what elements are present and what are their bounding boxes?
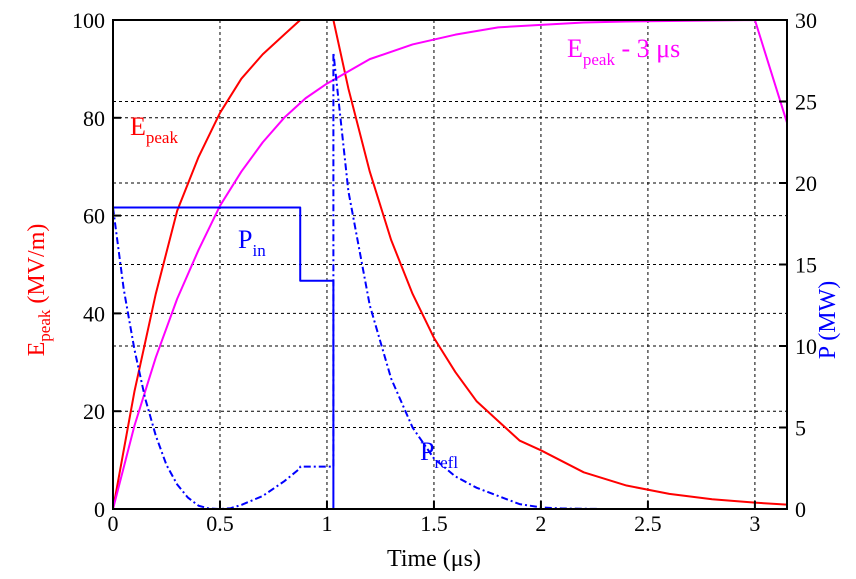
x-tick-label: 0: [108, 511, 119, 536]
x-tick-label: 3: [749, 511, 760, 536]
label-e-peak-3us: Epeak - 3 μs: [567, 34, 680, 69]
y-right-tick-label: 5: [795, 416, 806, 441]
x-tick-label: 2.5: [634, 511, 662, 536]
y-right-tick-label: 25: [795, 90, 817, 115]
y-left-tick-label: 0: [94, 497, 105, 522]
y-left-tick-label: 100: [72, 8, 105, 33]
label-e-peak: Epeak: [130, 112, 178, 147]
series-line-1: [112, 19, 788, 510]
y-left-tick-label: 40: [83, 301, 105, 326]
y-right-tick-label: 15: [795, 253, 817, 278]
series-line-3: [112, 51, 787, 510]
y-right-axis-label: P (MW): [815, 281, 841, 359]
y-right-tick-label: 10: [795, 334, 817, 359]
y-right-tick-label: 20: [795, 171, 817, 196]
grid-lines: [113, 20, 787, 509]
x-axis-label: Time (μs): [387, 546, 481, 572]
y-left-tick-label: 60: [83, 204, 105, 229]
y-left-tick-label: 80: [83, 106, 105, 131]
label-p-in: Pin: [238, 225, 266, 260]
y-right-tick-label: 30: [795, 8, 817, 33]
x-tick-label: 0.5: [206, 511, 234, 536]
y-left-tick-label: 20: [83, 399, 105, 424]
label-p-refl: Prefl: [420, 437, 458, 472]
x-tick-label: 1: [321, 511, 332, 536]
x-tick-label: 2: [535, 511, 546, 536]
series-line-0: [112, 19, 788, 510]
y-right-tick-label: 0: [795, 497, 806, 522]
x-tick-label: 1.5: [420, 511, 448, 536]
y-left-axis-label: Epeak (MV/m): [24, 224, 54, 357]
